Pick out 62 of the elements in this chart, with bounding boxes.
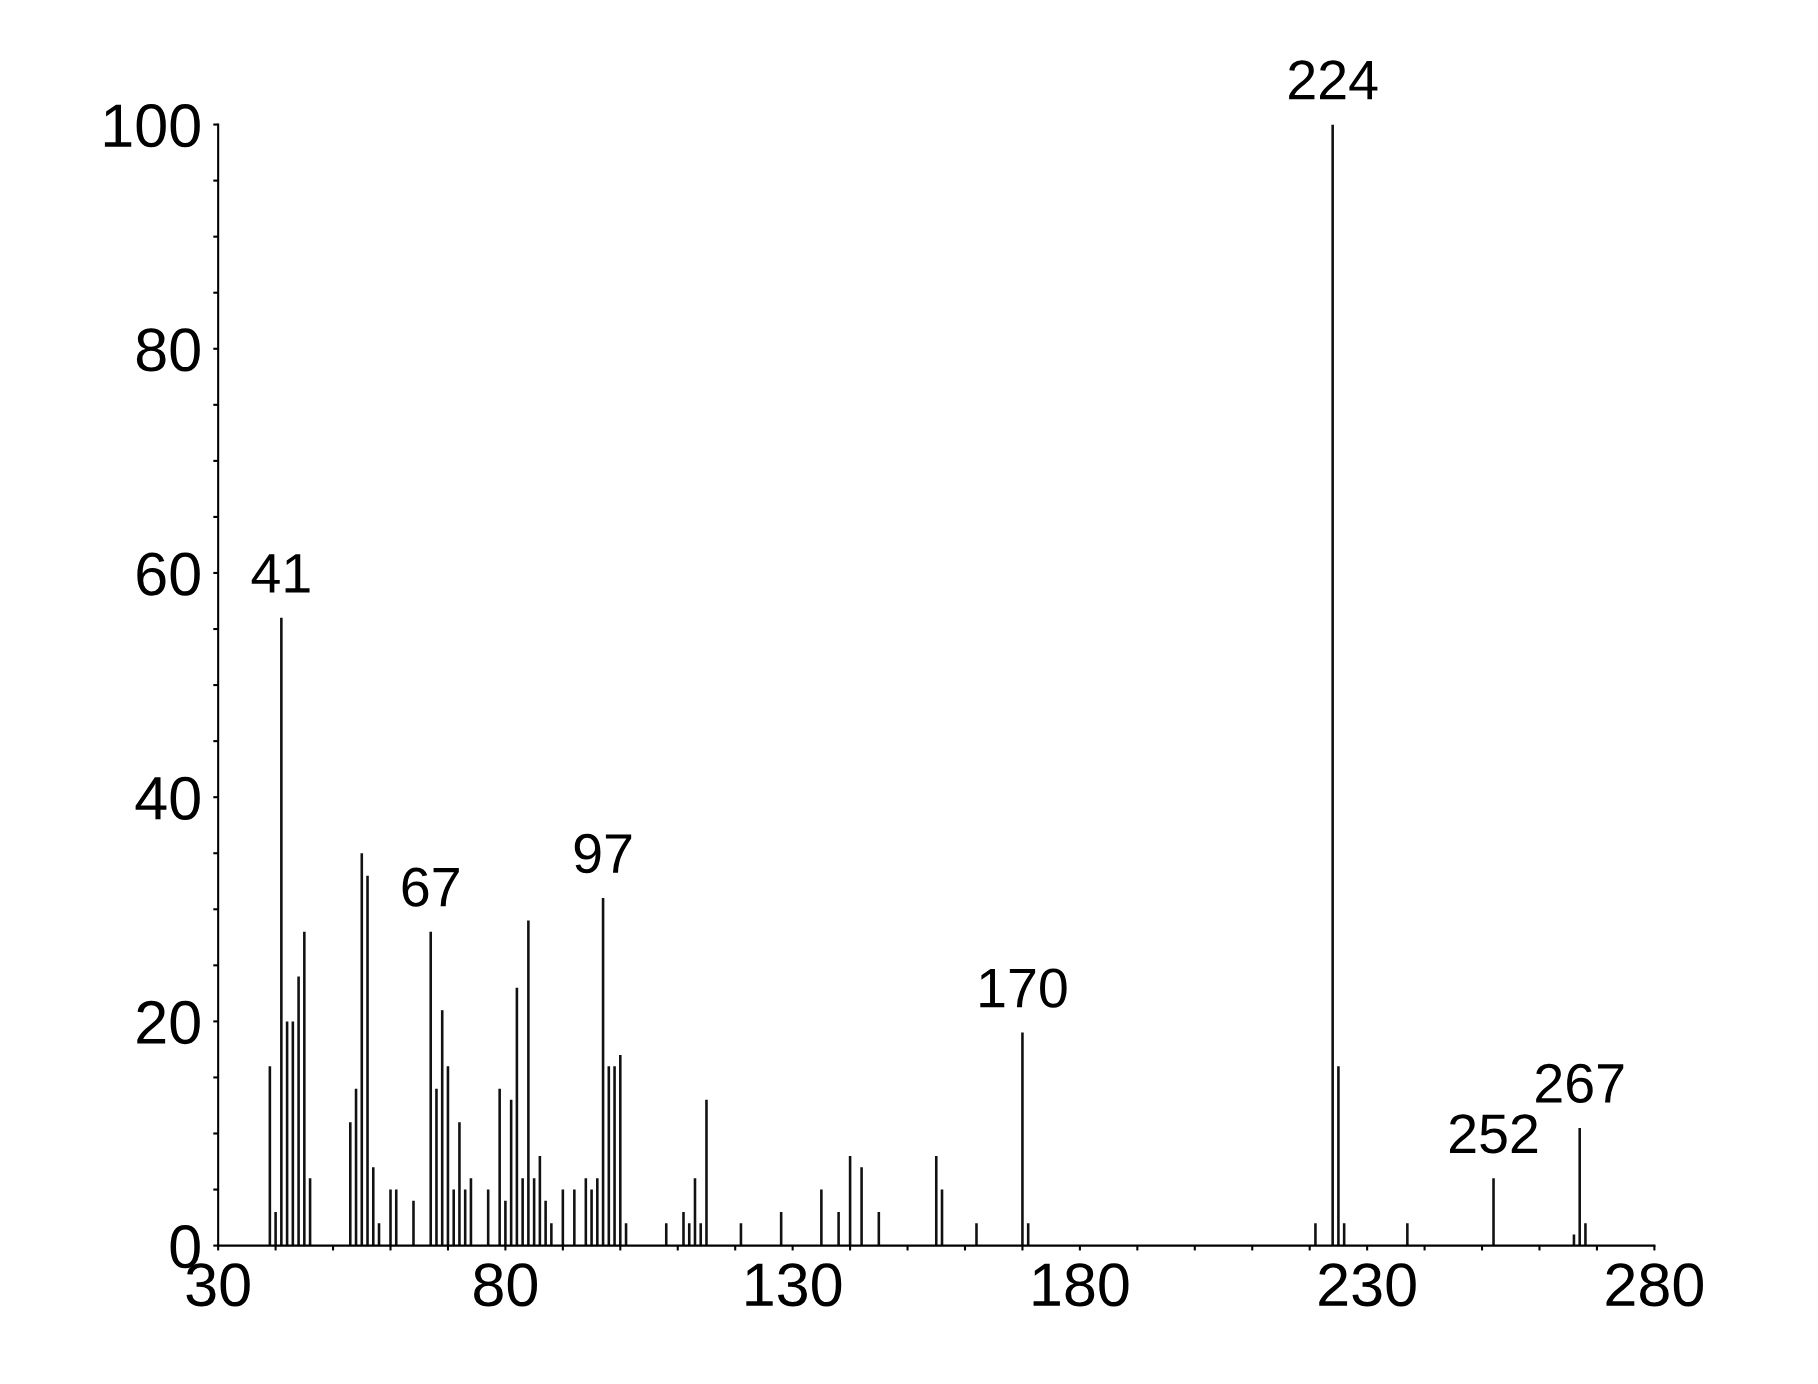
bar (590, 1189, 593, 1246)
annotation: 267 (1536, 1063, 1624, 1104)
y-tick-label: 100 (104, 104, 200, 148)
bar (349, 1122, 352, 1246)
bar (1578, 1127, 1581, 1246)
bar (573, 1189, 576, 1246)
y-tick-label: 40 (135, 776, 200, 820)
x-tick-label: 180 (1033, 1263, 1129, 1307)
bar (860, 1167, 863, 1246)
bar (458, 1122, 461, 1246)
bar (389, 1189, 392, 1246)
bar (452, 1189, 455, 1246)
bar (596, 1178, 599, 1246)
bar (280, 617, 283, 1246)
bar (435, 1088, 438, 1246)
annotation: 67 (402, 867, 459, 907)
bar (303, 931, 306, 1246)
bar (527, 920, 530, 1246)
bar (1492, 1178, 1495, 1246)
bar (1584, 1223, 1587, 1246)
bar (975, 1223, 978, 1246)
bar (934, 1155, 938, 1246)
annotation: 252 (1449, 1114, 1538, 1154)
bar (394, 1189, 398, 1246)
bar (613, 1066, 616, 1246)
bar (360, 853, 364, 1246)
bar (544, 1200, 547, 1246)
bar (371, 1167, 375, 1246)
x-tick-label: 230 (1319, 1263, 1416, 1307)
y-tick-label: 20 (137, 1000, 200, 1045)
bar (820, 1189, 823, 1246)
annotation: 224 (1289, 60, 1378, 100)
bar (521, 1178, 524, 1246)
bar (1337, 1066, 1340, 1246)
y-tick-label: 80 (136, 328, 200, 372)
x-tick-label: 80 (474, 1263, 537, 1307)
annotation: 170 (980, 968, 1067, 1008)
bar (1406, 1223, 1409, 1246)
bar (705, 1099, 708, 1246)
bar (498, 1088, 501, 1246)
bar (619, 1055, 622, 1246)
bar (297, 976, 300, 1246)
bar (429, 931, 433, 1246)
x-tick-label: 130 (746, 1263, 842, 1307)
y-tick-label: 60 (137, 552, 200, 596)
bar (1021, 1032, 1024, 1246)
bar (837, 1211, 840, 1246)
bar (699, 1223, 703, 1246)
x-tick-label: 280 (1606, 1263, 1703, 1307)
annotation: 41 (251, 554, 310, 593)
bar (550, 1223, 553, 1246)
annotation: 97 (574, 833, 632, 874)
bar (687, 1223, 691, 1246)
bar (440, 1010, 444, 1246)
bar (682, 1211, 685, 1246)
bar (1331, 124, 1334, 1246)
bar (504, 1200, 507, 1246)
bar (1314, 1223, 1317, 1246)
bar (274, 1211, 277, 1246)
bar (366, 875, 369, 1246)
bar (412, 1200, 415, 1246)
bar (664, 1223, 668, 1246)
